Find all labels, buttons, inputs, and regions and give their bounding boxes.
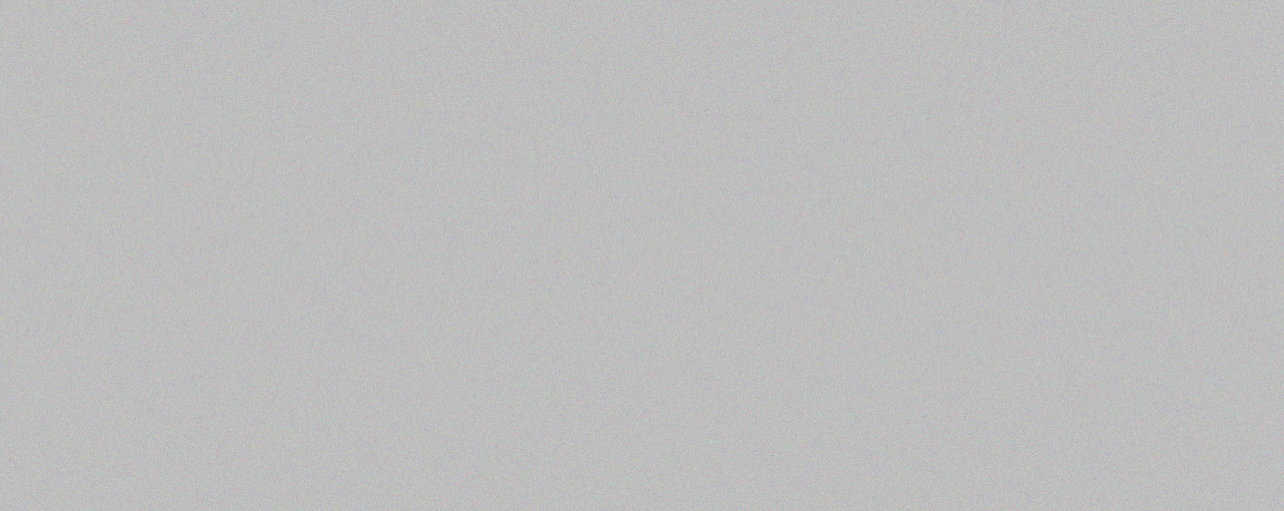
Text: $3 + i$: $3 + i$ [51, 96, 113, 124]
FancyBboxPatch shape [273, 99, 792, 195]
Text: $=$: $=$ [225, 134, 256, 162]
Text: Enter the answer as reduced fraction, when necessary.: Enter the answer as reduced fraction, wh… [36, 246, 571, 265]
Text: If the answer is complex use i to denote: If the answer is complex use i to denote [36, 458, 403, 477]
Text: Examples.: Examples. [36, 333, 136, 352]
Text: (use the correct radicand in the problem!): (use the correct radicand in the problem… [687, 412, 1067, 431]
Text: $\sqrt{5}$: $\sqrt{5}$ [645, 407, 678, 436]
Text: If the answer is radical use sqrt(5) to denote: If the answer is radical use sqrt(5) to … [36, 412, 442, 431]
Text: $\dfrac{1}{2} - \dfrac{3}{4}i, 1 - \dfrac{2}{3}i, 1 + 4i$: $\dfrac{1}{2} - \dfrac{3}{4}i, 1 - \dfra… [190, 323, 381, 361]
Text: $\mathit{i}.$: $\mathit{i}.$ [571, 458, 583, 477]
Text: Simplify the following Expression: Simplify the following Expression [36, 23, 456, 43]
Text: $4 + i$: $4 + i$ [51, 173, 113, 200]
